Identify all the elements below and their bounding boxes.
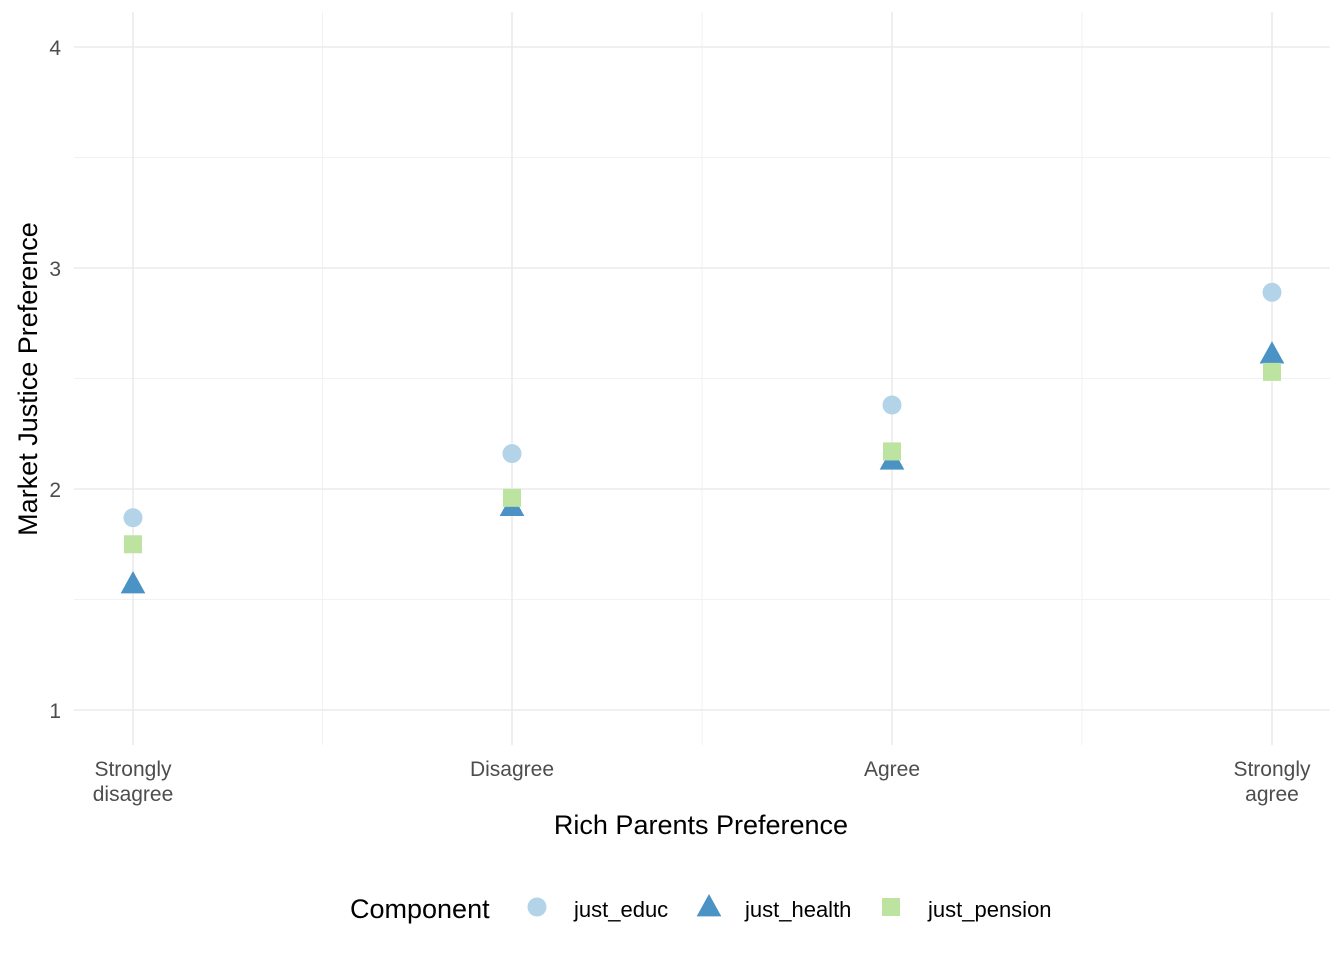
y-tick-label: 3 — [49, 258, 61, 281]
data-points — [120, 282, 1285, 594]
data-point-just-educ — [882, 395, 902, 415]
x-tick-label: Strongly disagree — [93, 758, 174, 806]
legend-key-just-health — [696, 894, 722, 917]
x-axis-title: Rich Parents Preference — [554, 810, 848, 840]
y-tick-label: 2 — [49, 479, 61, 502]
legend-key-just-educ — [527, 897, 547, 917]
x-tick-label: Strongly agree — [1233, 758, 1311, 806]
data-point-just-pension — [503, 488, 521, 507]
legend-label: just_pension — [927, 897, 1052, 922]
y-tick-label: 4 — [49, 37, 61, 60]
legend-items: just_educ just_health just_pension — [527, 894, 1052, 922]
legend: Component just_educ just_health just_pensi… — [350, 894, 1052, 924]
data-point-just-health — [120, 571, 146, 594]
data-point-just-pension — [883, 442, 901, 461]
data-point-just-educ — [123, 508, 143, 528]
data-point-just-pension — [1263, 362, 1281, 381]
grid-lines — [74, 12, 1330, 745]
y-axis-title: Market Justice Preference — [13, 222, 43, 536]
x-tick-label: Agree — [864, 758, 920, 781]
y-axis-ticks: 1 2 3 4 — [49, 37, 61, 723]
data-point-just-educ — [1262, 282, 1282, 302]
legend-key-just-pension — [882, 898, 900, 916]
legend-label: just_health — [744, 897, 851, 922]
data-point-just-health — [1259, 341, 1285, 364]
legend-title: Component — [350, 894, 490, 924]
data-point-just-educ — [502, 444, 522, 464]
x-axis-ticks: Strongly disagree Disagree Agree Strongly agr… — [93, 758, 1311, 806]
data-point-just-pension — [124, 535, 142, 554]
legend-label: just_educ — [573, 897, 668, 922]
x-tick-label: Disagree — [470, 758, 554, 781]
y-tick-label: 1 — [49, 700, 61, 723]
